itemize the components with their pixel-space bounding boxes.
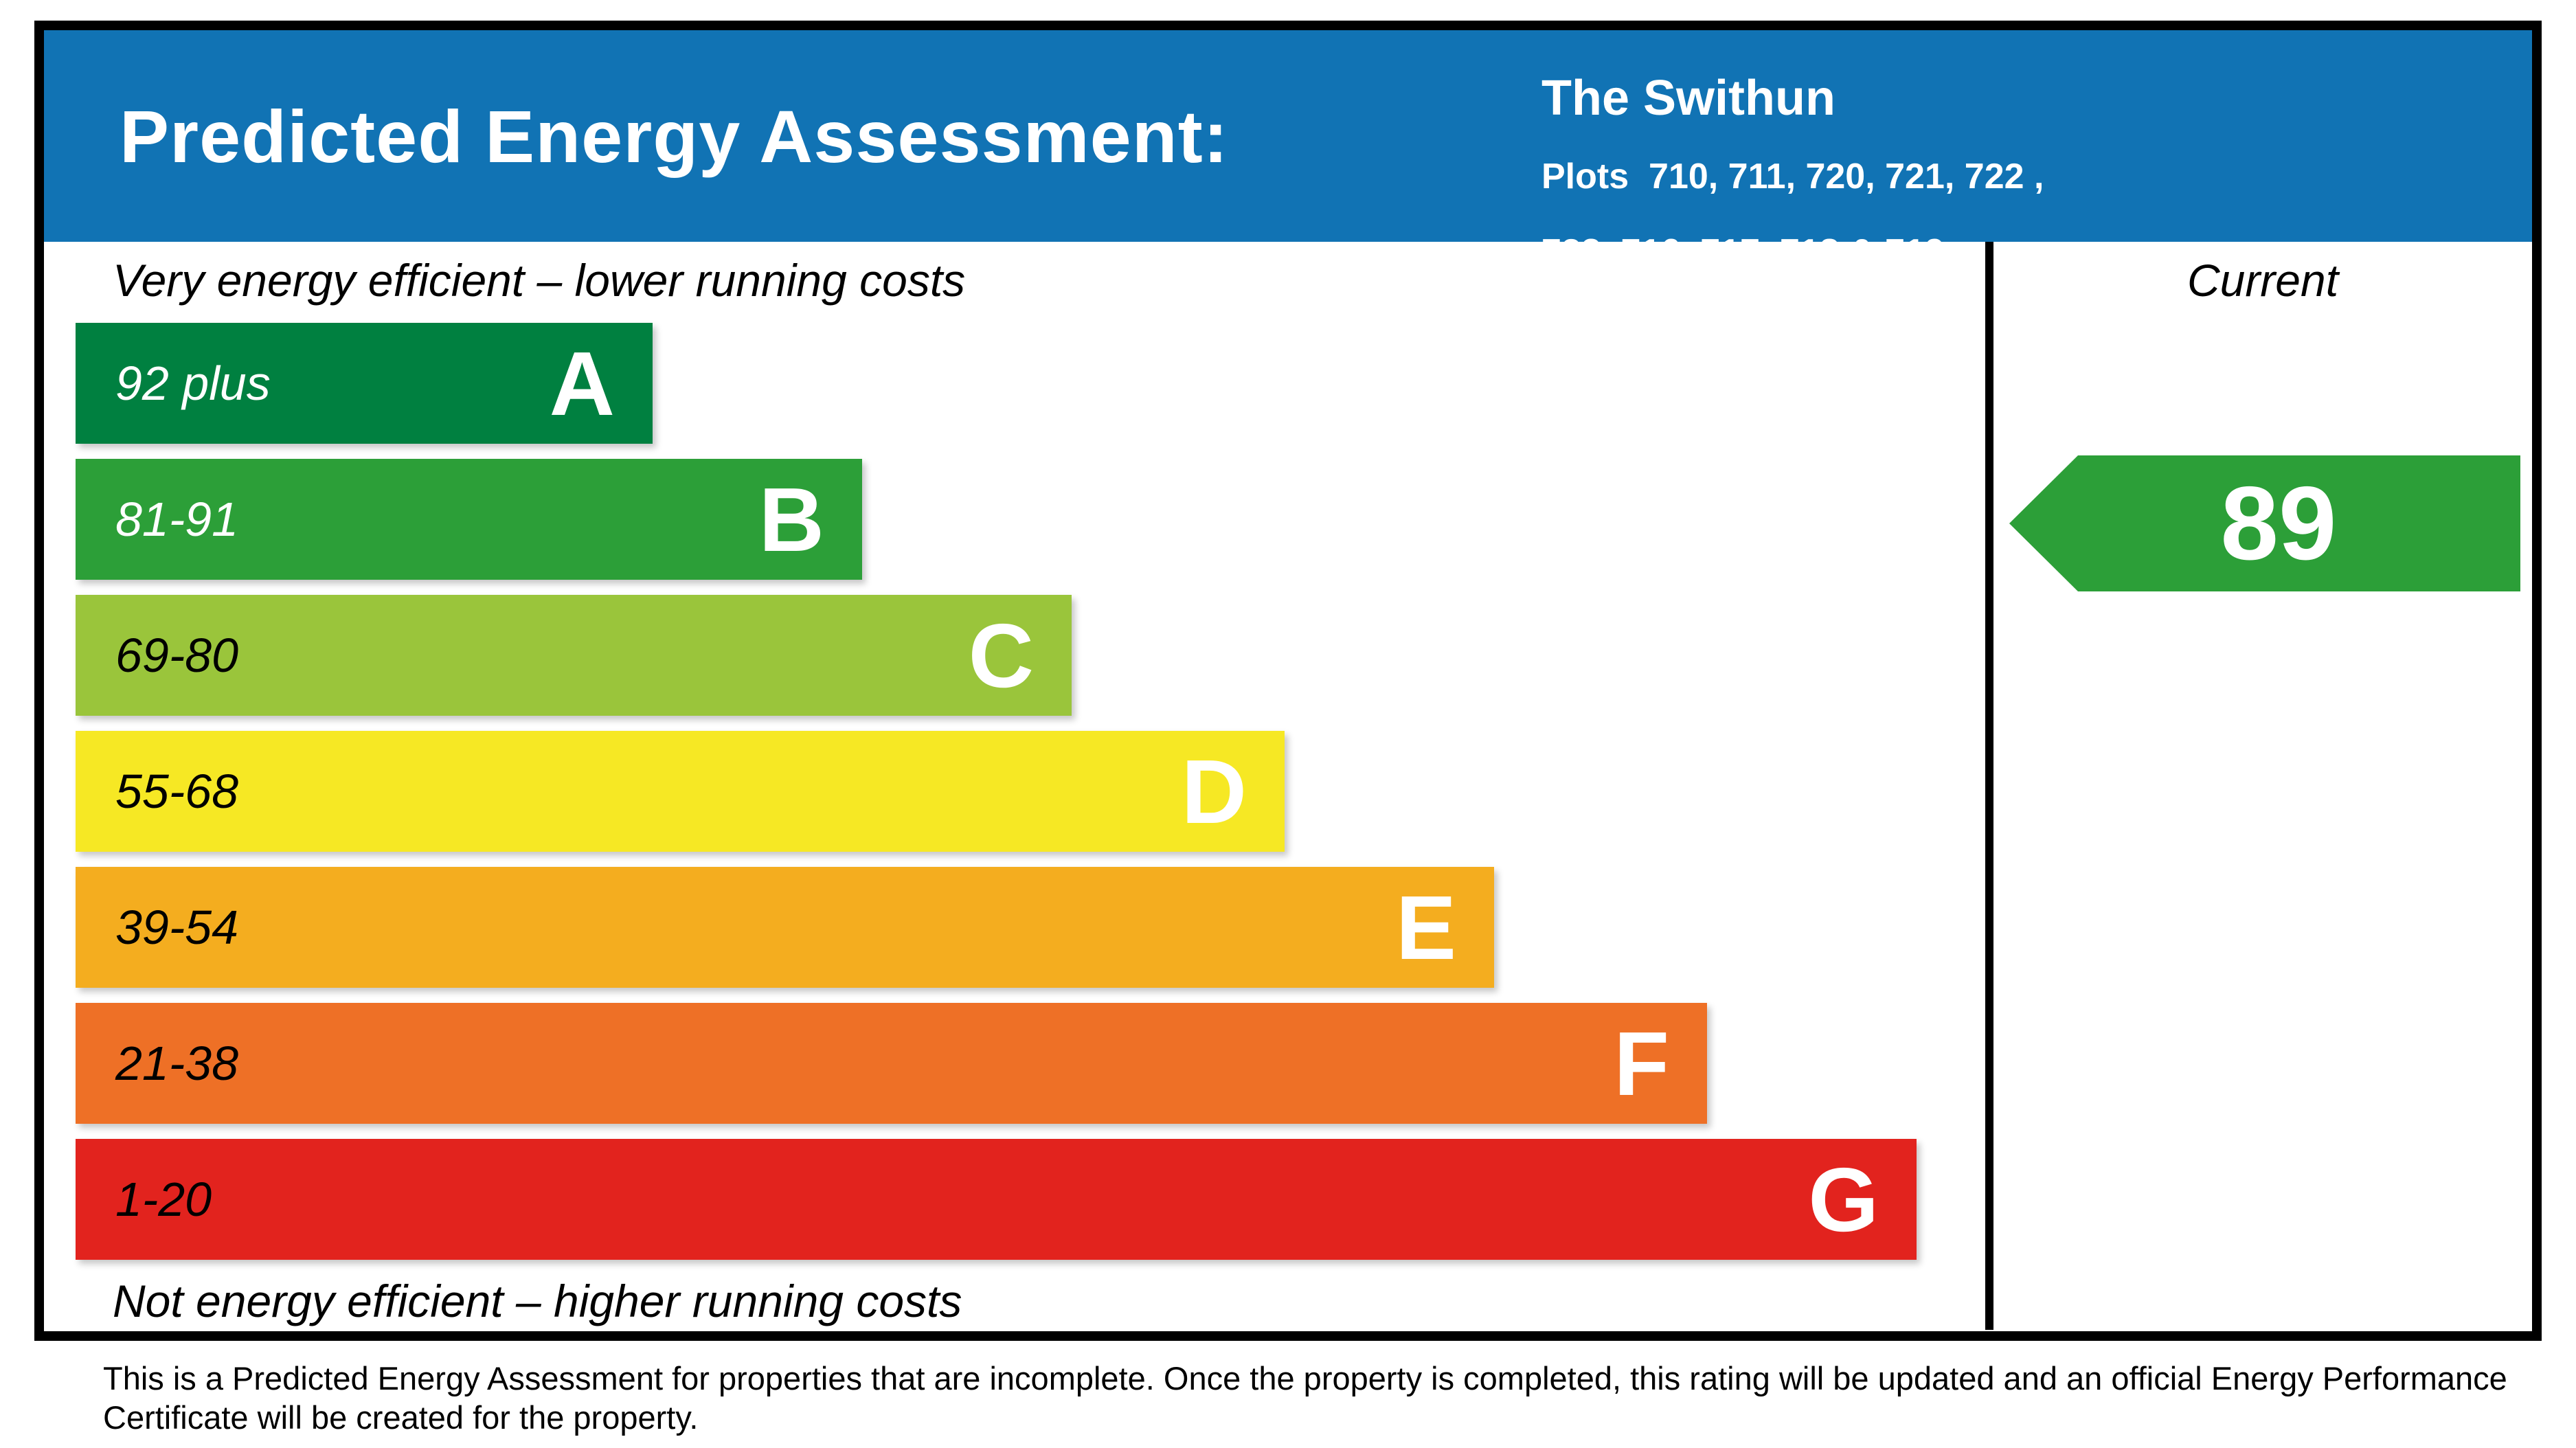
epc-band-letter: G — [1808, 1149, 1879, 1250]
epc-band-letter: C — [968, 604, 1034, 706]
epc-band-list: 92 plus A 81-91 B 69-80 C 55-68 D 39-54 … — [44, 30, 2532, 1331]
page-title: Predicted Energy Assessment: — [120, 94, 1229, 178]
footer-note: This is a Predicted Energy Assessment fo… — [103, 1359, 2507, 1438]
footer-note-line-2: Certificate will be created for the prop… — [103, 1399, 699, 1436]
bottom-caption: Not energy efficient – higher running co… — [113, 1276, 962, 1326]
epc-band-range-label: 55-68 — [115, 765, 239, 818]
epc-band-bar: 92 plus A — [76, 323, 653, 444]
epc-chart: Predicted Energy Assessment: The Swithun… — [34, 21, 2542, 1341]
epc-band-range-label: 69-80 — [115, 629, 239, 682]
epc-band-bar: 39-54 E — [76, 867, 1494, 988]
property-name: The Swithun — [1541, 71, 1835, 126]
epc-band-letter: A — [549, 332, 615, 434]
epc-band-bar: 1-20 G — [76, 1139, 1917, 1260]
epc-band-bar: 21-38 F — [76, 1003, 1707, 1124]
epc-band-range-label: 21-38 — [115, 1037, 239, 1090]
plots-line-1: Plots 710, 711, 720, 721, 722 , — [1541, 156, 2044, 196]
epc-band-bar: 55-68 D — [76, 731, 1285, 852]
epc-band-range-label: 39-54 — [115, 901, 239, 954]
plots-line-2: 723, 716, 717, 718 & 719 — [1541, 231, 1945, 272]
current-column-divider — [1985, 242, 1993, 1330]
epc-band-bar: 69-80 C — [76, 595, 1072, 716]
footer-note-line-1: This is a Predicted Energy Assessment fo… — [103, 1360, 2507, 1396]
epc-band-letter: E — [1395, 876, 1456, 978]
epc-band-range-label: 1-20 — [115, 1173, 212, 1226]
epc-band-bar: 81-91 B — [76, 459, 862, 580]
epc-band-letter: B — [758, 468, 824, 570]
epc-band-letter: D — [1181, 740, 1247, 842]
top-caption: Very energy efficient – lower running co… — [113, 255, 966, 306]
current-column-label: Current — [2187, 255, 2339, 306]
epc-band-range-label: 92 plus — [115, 357, 271, 410]
property-block: The Swithun Plots 710, 711, 720, 721, 72… — [1541, 45, 2044, 302]
header-banner: Predicted Energy Assessment: The Swithun… — [44, 30, 2532, 272]
epc-band-letter: F — [1614, 1013, 1669, 1114]
current-rating-arrow: 89 — [2009, 455, 2520, 591]
epc-band-range-label: 81-91 — [115, 493, 239, 546]
current-rating-value: 89 — [2220, 464, 2337, 582]
